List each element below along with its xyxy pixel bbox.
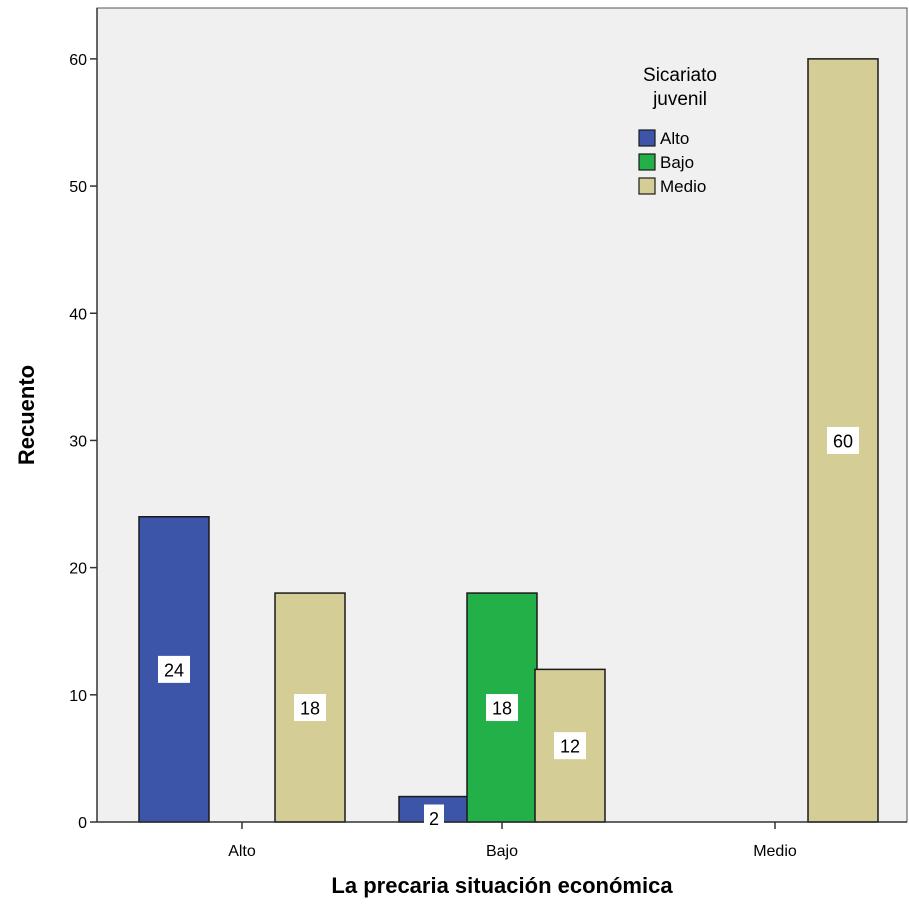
y-tick-label: 60 [69,52,87,69]
y-tick-label: 0 [78,815,87,832]
y-tick-label: 30 [69,433,87,450]
bars-layer [138,58,879,823]
x-tick-label-bajo: Bajo [486,843,518,860]
data-label-text: 60 [833,431,853,451]
data-label-text: 12 [560,737,580,757]
legend-swatch-bajo [638,153,656,171]
data-label-text: 24 [164,660,184,680]
data-label-medio-medio: 60 [827,426,859,454]
data-label-alto-alto: 24 [158,655,190,683]
legend-swatch-alto [638,129,656,147]
legend-label-alto: Alto [660,129,689,148]
x-tick-label-alto: Alto [228,843,256,860]
data-label-text: 2 [429,809,439,829]
data-label-text: 18 [492,699,512,719]
y-tick-label: 40 [69,306,87,323]
data-label-box [554,732,586,760]
data-label-bajo-bajo: 18 [486,694,518,722]
y-tick-label: 10 [69,688,87,705]
data-label-bajo-medio: 12 [554,732,586,760]
data-label-box [424,804,444,832]
axes-layer: 0 10 20 30 40 50 60 Alto Bajo Medio [69,8,907,860]
x-tick-label-medio: Medio [753,843,797,860]
y-tick-label: 20 [69,561,87,578]
data-label-box [827,426,859,454]
legend-label-bajo: Bajo [660,153,694,172]
legend-title-line: juvenil [652,89,707,110]
legend-swatch-medio [638,177,656,195]
data-label-text: 18 [300,699,320,719]
x-axis-title: La precaria situación económica [331,873,673,898]
legend: Sicariato juvenil Alto Bajo Medio [638,65,717,196]
data-label-box [294,694,326,722]
y-axis-title: Recuento [14,365,39,465]
legend-label-medio: Medio [660,177,706,196]
legend-title-line: Sicariato [643,65,717,86]
data-label-box [158,655,190,683]
data-label-box [486,694,518,722]
data-label-alto-medio: 18 [294,694,326,722]
data-labels-layer: 24 18 2 18 12 60 [158,426,859,832]
y-tick-label: 50 [69,179,87,196]
data-label-bajo-alto: 2 [424,804,444,832]
